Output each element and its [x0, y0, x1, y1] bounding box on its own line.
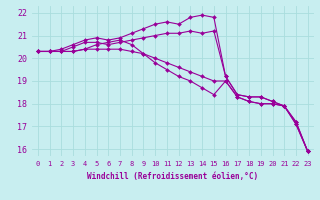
- X-axis label: Windchill (Refroidissement éolien,°C): Windchill (Refroidissement éolien,°C): [87, 172, 258, 181]
